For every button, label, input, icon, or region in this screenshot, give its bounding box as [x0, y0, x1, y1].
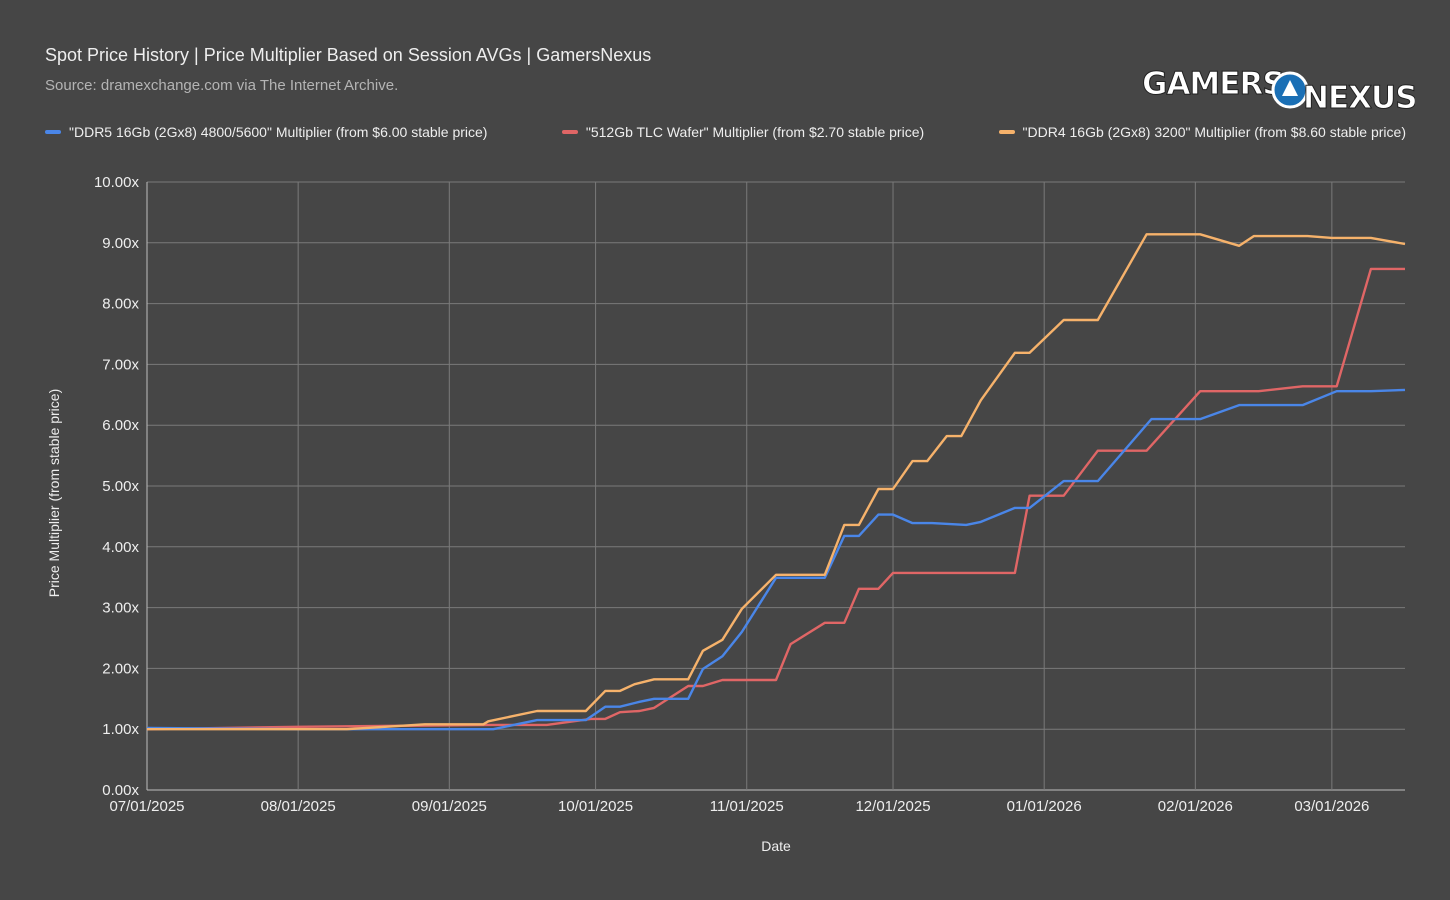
y-tick-label: 5.00x — [102, 478, 139, 495]
x-tick-label: 09/01/2025 — [412, 798, 487, 815]
series-lines — [146, 233, 1406, 731]
x-axis-label: Date — [761, 838, 791, 854]
x-tick-label: 07/01/2025 — [109, 798, 184, 815]
y-tick-label: 10.00x — [94, 174, 140, 191]
x-tick-label: 02/01/2026 — [1158, 798, 1233, 815]
x-tick-label: 12/01/2025 — [855, 798, 930, 815]
series-line-0 — [146, 388, 1406, 731]
gridlines — [146, 181, 1405, 791]
chart-source: Source: dramexchange.com via The Interne… — [45, 77, 399, 94]
legend-swatch-ddr4 — [998, 130, 1015, 134]
y-tick-label: 1.00x — [102, 721, 139, 738]
y-tick-label: 4.00x — [102, 539, 139, 556]
svg-text:NEXUS: NEXUS — [1303, 80, 1415, 115]
legend-label-ddr4: "DDR4 16Gb (2Gx8) 3200" Multiplier (from… — [1022, 124, 1406, 140]
x-tick-label: 03/01/2026 — [1294, 798, 1369, 815]
x-tick-label: 08/01/2025 — [261, 798, 336, 815]
x-tick-label: 10/01/2025 — [558, 798, 633, 815]
legend-item-ddr5: "DDR5 16Gb (2Gx8) 4800/5600" Multiplier … — [45, 124, 487, 140]
x-tick-label: 11/01/2025 — [710, 798, 784, 815]
y-axis-label: Price Multiplier (from stable price) — [46, 389, 62, 598]
svg-text:GAMERS: GAMERS — [1142, 66, 1284, 102]
y-tick-label: 8.00x — [102, 296, 139, 313]
y-tick-label: 3.00x — [102, 600, 139, 617]
y-tick-label: 9.00x — [102, 235, 139, 252]
series-line-1 — [146, 267, 1405, 731]
y-tick-label: 2.00x — [102, 660, 139, 677]
y-tick-label: 0.00x — [102, 782, 139, 799]
legend-swatch-ddr5 — [45, 130, 61, 134]
x-tick-label: 01/01/2026 — [1007, 798, 1082, 815]
chart-legend: "DDR5 16Gb (2Gx8) 4800/5600" Multiplier … — [45, 124, 1406, 140]
legend-swatch-tlc-wafer — [561, 130, 578, 134]
series-line-2 — [147, 233, 1406, 731]
legend-item-ddr4: "DDR4 16Gb (2Gx8) 3200" Multiplier (from… — [998, 124, 1406, 140]
legend-label-tlc-wafer: "512Gb TLC Wafer" Multiplier (from $2.70… — [585, 124, 925, 140]
chart-title: Spot Price History | Price Multiplier Ba… — [45, 45, 652, 65]
legend-item-tlc-wafer: "512Gb TLC Wafer" Multiplier (from $2.70… — [561, 124, 925, 140]
gamersnexus-logo: GAMERS NEXUS — [1140, 60, 1419, 120]
y-tick-label: 6.00x — [102, 417, 139, 434]
legend-label-ddr5: "DDR5 16Gb (2Gx8) 4800/5600" Multiplier … — [69, 124, 488, 140]
tick-labels: 0.00x 1.00x 2.00x 3.00x 4.00x 5.00x 6.00x 7.00x… — [94, 174, 1369, 815]
y-tick-label: 7.00x — [102, 356, 139, 373]
